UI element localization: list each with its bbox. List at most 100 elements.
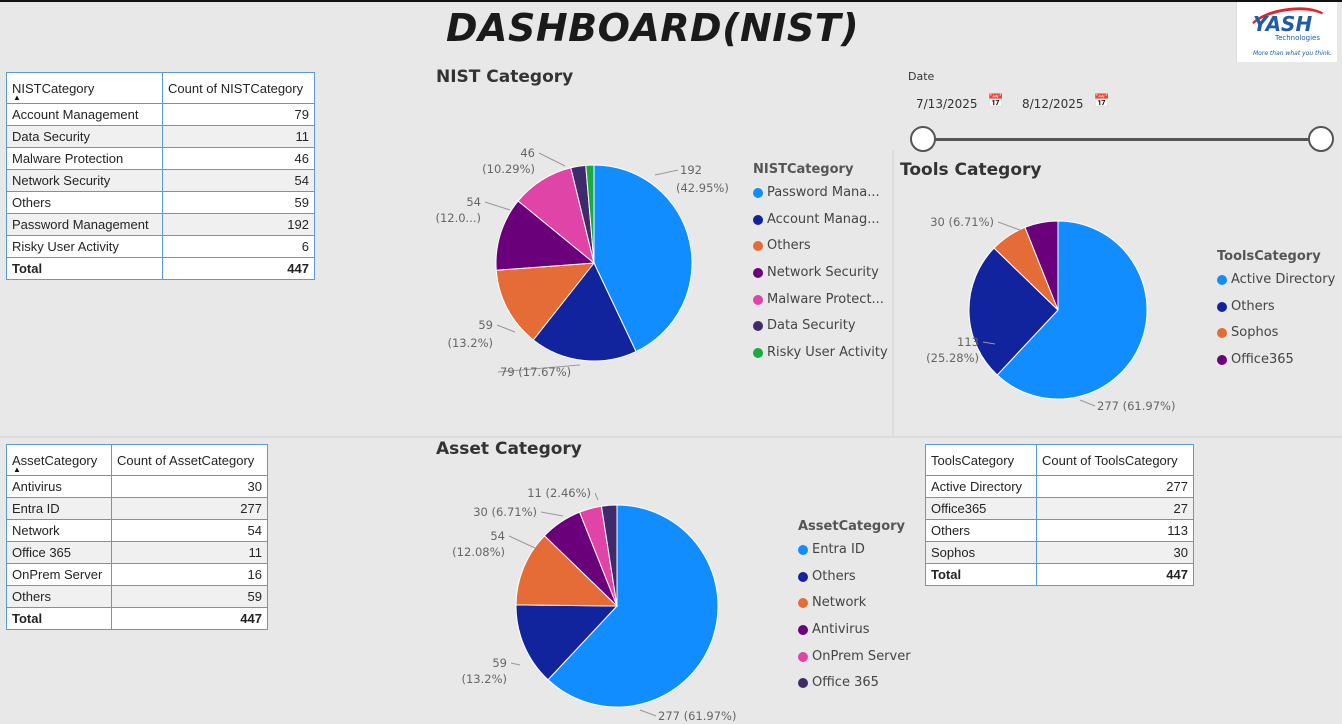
nist-pie-slice[interactable] [593,164,693,353]
legend-label: Data Security [767,318,856,334]
end-date-input[interactable]: 8/12/2025 📅 [1014,90,1114,116]
logo-brand: YASH [1253,12,1313,36]
legend-item[interactable]: Entra ID [798,542,911,569]
tools-table-row[interactable]: Others 113 [925,519,1194,542]
asset-data-label: 11 (2.46%) [527,486,591,500]
tools-col-count[interactable]: Count of ToolsCategory [1036,444,1194,476]
tools-table-row[interactable]: Active Directory 277 [925,475,1194,498]
nist-pie-slice[interactable] [532,262,637,362]
asset-col-category[interactable]: AssetCategory ▲ [6,444,112,476]
asset-pie-slice[interactable] [600,504,618,607]
asset-leader-line [639,709,657,717]
asset-row-count: 277 [111,497,268,520]
asset-table-row[interactable]: Office 365 11 [6,541,268,564]
nist-pie-slice[interactable] [585,164,595,264]
legend-item[interactable]: Others [798,569,911,596]
legend-label: Password Mana... [767,185,880,200]
legend-item[interactable]: Account Manag... [753,212,888,239]
nist-row-name: Risky User Activity [6,235,163,258]
asset-pie-slice[interactable] [515,604,619,681]
legend-item[interactable]: OnPrem Server [798,649,911,676]
asset-pie-slice[interactable] [547,504,719,708]
tools-pie-slice[interactable] [1024,220,1059,311]
legend-label: Malware Protect... [767,291,884,307]
tools-pie-slice[interactable] [996,220,1148,400]
legend-label: Others [767,238,811,254]
nist-data-label: 192 [680,163,702,177]
nist-row-count: 192 [162,213,315,236]
asset-table-row[interactable]: OnPrem Server 16 [6,563,268,586]
legend-swatch [1217,328,1227,339]
date-range-end-handle[interactable] [1308,126,1334,152]
tools-chart-title: Tools Category [900,160,1042,180]
date-range-track[interactable] [922,138,1320,141]
asset-table-row[interactable]: Entra ID 277 [6,497,268,520]
legend-item[interactable]: Sophos [1217,325,1335,352]
legend-swatch [1217,275,1227,285]
legend-item[interactable]: Network [798,595,911,622]
legend-item[interactable]: Data Security [753,318,888,345]
asset-data-label: 30 (6.71%) [473,505,537,519]
legend-item[interactable]: Office 365 [798,675,911,702]
legend-item[interactable]: Office365 [1217,352,1335,379]
legend-swatch [798,678,808,689]
calendar-icon[interactable]: 📅 [1093,94,1110,109]
legend-item[interactable]: Active Directory [1217,272,1335,299]
legend-swatch [798,598,808,609]
nist-data-label: 79 (17.67%) [500,365,571,379]
asset-table-row[interactable]: Others 59 [6,585,268,608]
asset-data-label: (12.08%) [452,545,505,559]
nist-chart-title: NIST Category [436,67,574,87]
tools-leader-line [997,221,1021,231]
tools-data-label: 277 (61.97%) [1097,399,1175,413]
tools-table-row[interactable]: Sophos 30 [925,541,1194,564]
legend-item[interactable]: Malware Protect... [753,292,888,319]
tools-table-row[interactable]: Office365 27 [925,497,1194,520]
legend-swatch [753,321,763,332]
nist-row-count: 59 [162,191,315,214]
asset-total-value: 447 [111,607,268,630]
legend-item[interactable]: Network Security [753,265,888,292]
legend-label: Risky User Activity [767,345,888,361]
asset-total-label: Total [6,607,112,630]
nist-table-row[interactable]: Others 59 [6,191,315,214]
legend-swatch [798,571,808,582]
end-date-value: 8/12/2025 [1022,97,1084,111]
nist-col-category[interactable]: NISTCategory ▲ [6,72,163,104]
asset-total-row: Total 447 [6,607,268,630]
nist-data-label: (12.0...) [435,211,481,225]
nist-table-row[interactable]: Data Security 11 [6,125,315,148]
tools-total-value: 447 [1036,563,1194,586]
legend-label: Network Security [767,265,879,281]
legend-item[interactable]: Password Mana... [753,185,888,212]
asset-col-count[interactable]: Count of AssetCategory [111,444,268,476]
tools-total-row: Total 447 [925,563,1194,586]
legend-label: Sophos [1231,325,1279,341]
nist-table-row[interactable]: Account Management 79 [6,103,315,126]
date-range-start-handle[interactable] [910,126,936,152]
asset-table-row[interactable]: Antivirus 30 [6,475,268,498]
legend-item[interactable]: Others [753,238,888,265]
tools-col-category[interactable]: ToolsCategory [925,444,1037,476]
asset-pie-slice[interactable] [515,535,619,607]
nist-col-count[interactable]: Count of NISTCategory [162,72,315,104]
legend-item[interactable]: Others [1217,299,1335,326]
asset-chart-title: Asset Category [436,439,582,459]
legend-label: Others [812,568,856,584]
nist-data-label: (13.2%) [447,336,493,350]
legend-swatch [798,545,808,555]
tools-leader-line [982,341,996,345]
nist-table-row[interactable]: Password Management 192 [6,213,315,236]
nist-pie-slice[interactable] [495,200,596,271]
page-title: DASHBOARD(NIST) [446,6,860,50]
legend-swatch [753,188,763,198]
legend-label: Account Manag... [767,211,880,227]
nist-legend: NISTCategory Password Mana... Account Mana… [753,162,888,372]
nist-pie-slice[interactable] [495,262,596,341]
legend-item[interactable]: Antivirus [798,622,911,649]
calendar-icon[interactable]: 📅 [987,94,1004,109]
start-date-input[interactable]: 7/13/2025 📅 [908,90,1008,116]
legend-item[interactable]: Risky User Activity [753,345,888,372]
legend-label: Office 365 [812,675,879,691]
